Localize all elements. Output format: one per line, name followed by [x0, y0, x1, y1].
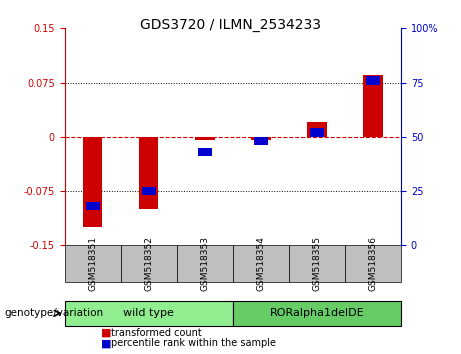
Text: GSM518351: GSM518351 — [88, 236, 97, 291]
Bar — [195, 137, 214, 140]
Bar — [83, 137, 102, 227]
Text: GDS3720 / ILMN_2534233: GDS3720 / ILMN_2534233 — [140, 18, 321, 32]
FancyBboxPatch shape — [65, 245, 121, 282]
Bar — [310, 128, 324, 137]
Bar — [142, 187, 156, 195]
Bar — [363, 75, 383, 137]
Text: transformed count: transformed count — [111, 328, 201, 338]
Bar — [366, 76, 380, 85]
Text: GSM518356: GSM518356 — [368, 236, 378, 291]
Text: GSM518353: GSM518353 — [200, 236, 209, 291]
Text: GSM518352: GSM518352 — [144, 236, 153, 291]
FancyBboxPatch shape — [289, 245, 345, 282]
Bar — [307, 122, 327, 137]
Bar — [251, 137, 271, 140]
Text: ■: ■ — [101, 328, 112, 338]
FancyBboxPatch shape — [121, 245, 177, 282]
Text: genotype/variation: genotype/variation — [5, 308, 104, 318]
FancyBboxPatch shape — [233, 245, 289, 282]
FancyBboxPatch shape — [177, 245, 233, 282]
Text: GSM518355: GSM518355 — [313, 236, 321, 291]
FancyBboxPatch shape — [345, 245, 401, 282]
Bar — [139, 137, 159, 209]
Bar — [86, 202, 100, 210]
Text: GSM518354: GSM518354 — [256, 236, 266, 291]
Text: percentile rank within the sample: percentile rank within the sample — [111, 338, 276, 348]
Text: ■: ■ — [101, 338, 112, 348]
Bar — [254, 137, 268, 145]
Text: wild type: wild type — [123, 308, 174, 318]
Text: RORalpha1delDE: RORalpha1delDE — [270, 308, 364, 318]
Bar — [198, 148, 212, 156]
